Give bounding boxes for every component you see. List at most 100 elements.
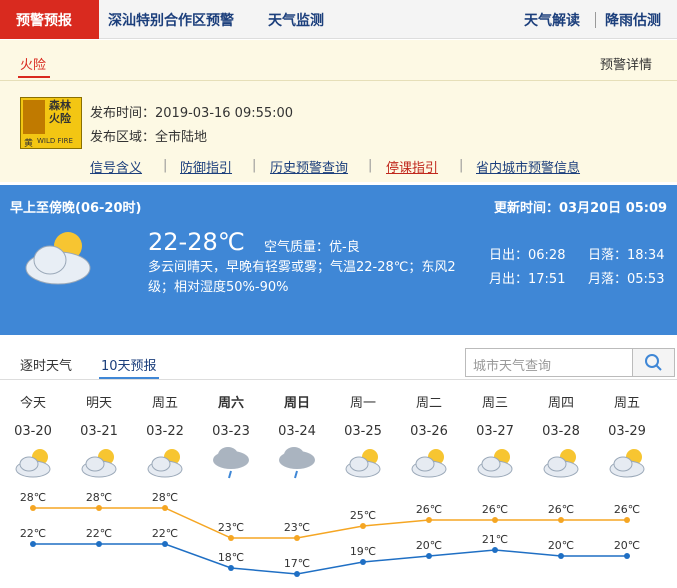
forecast-tab[interactable]: 逐时天气 [20,359,73,374]
icon-text: 森林 [49,99,71,112]
date: 03-24 [278,424,316,439]
alert-tab[interactable]: 火险 [20,58,47,73]
cloud [33,245,67,275]
detail-link[interactable]: 预警详情 [600,58,653,73]
tab[interactable]: 深汕特别合作区预警 [108,13,234,29]
low-label: 19℃ [350,545,376,558]
alert-panel [0,40,677,182]
icon-cloud [481,456,501,472]
weekday: 周二 [416,396,442,411]
low-label: 20℃ [614,539,640,552]
search-placeholder: 城市天气查询 [473,359,552,374]
icon-rain [228,470,232,479]
divider [0,379,677,380]
alert-link[interactable]: 防御指引 [180,161,233,176]
current-icon [25,232,91,285]
high-point [426,517,432,523]
low-point [30,541,36,547]
icon-cloud [547,456,567,472]
low-label: 20℃ [416,539,442,552]
high-label: 26℃ [548,503,574,516]
date: 03-22 [146,424,184,439]
low-label: 21℃ [482,533,508,546]
icon-flame [23,100,45,134]
low-point [558,553,564,559]
high-label: 26℃ [416,503,442,516]
alert-link[interactable]: 信号含义 [90,161,143,176]
tab[interactable]: 天气监测 [268,13,324,29]
low-point [96,541,102,547]
icon-rain [294,470,298,479]
high-line [33,507,627,539]
high-label: 26℃ [614,503,640,516]
forecast-chart: 今天 03-20 明天 03-21 周五 03-22 周六 03-23 周日 03-24 周一 03-… [14,395,646,577]
weekday: 周一 [350,396,376,411]
icon-cloud [19,456,39,472]
moonset: 月落：05:53 [588,272,665,287]
high-point [360,523,366,529]
date: 03-21 [80,424,118,439]
separator: | [252,158,257,173]
low-label: 18℃ [218,551,244,564]
weekday: 周三 [482,396,508,411]
icon-cloud [613,456,633,472]
low-point [426,553,432,559]
icon-cloud [284,447,304,463]
low-point [162,541,168,547]
description: 多云间晴天，早晚有轻雾或雾；气温22-28℃；东风2级；相对湿度50%-90% [148,260,456,295]
header [0,0,677,39]
moonrise: 月出：17:51 [489,272,566,287]
high-label: 28℃ [20,491,46,504]
tab-underline [99,377,159,379]
search-button[interactable] [632,348,675,377]
current-temp: 22-28℃ [148,228,245,256]
sunset: 日落：18:34 [588,248,665,263]
divider [0,80,677,81]
high-label: 26℃ [482,503,508,516]
date: 03-26 [410,424,448,439]
weekday: 周六 [218,395,244,411]
air-quality: 空气质量：优-良 [264,240,360,255]
separator: | [459,158,464,173]
weekday: 今天 [20,395,46,411]
low-label: 22℃ [20,527,46,540]
active-tab-bg [0,0,99,39]
date: 03-23 [212,424,250,439]
alert-link[interactable]: 停课指引 [386,161,439,176]
high-label: 28℃ [152,491,178,504]
date: 03-29 [608,424,646,439]
forecast-tab[interactable]: 10天预报 [101,359,157,374]
separator: | [163,158,168,173]
alert-field: 发布区域：全市陆地 [90,130,208,145]
separator [595,12,596,28]
date: 03-27 [476,424,514,439]
high-label: 25℃ [350,509,376,522]
tab[interactable]: 降雨估测 [605,13,661,29]
alert-icon: 森林 火险 黄 WILD FIRE [20,97,82,149]
icon-english: WILD FIRE [37,137,73,145]
high-point [162,505,168,511]
search-box[interactable]: 城市天气查询 [465,348,633,377]
alert-link[interactable]: 省内城市预警信息 [476,161,581,176]
separator: | [368,158,373,173]
low-point [360,559,366,565]
tab[interactable]: 天气解读 [524,13,580,29]
period: 早上至傍晚(06-20时) [10,201,142,216]
weekday: 周四 [548,396,574,411]
low-point [492,547,498,553]
high-label: 23℃ [218,521,244,534]
low-label: 20℃ [548,539,574,552]
high-point [228,535,234,541]
low-label: 17℃ [284,557,310,570]
weekday: 周五 [152,396,178,411]
alert-link[interactable]: 历史预警查询 [270,161,349,176]
date: 03-25 [344,424,382,439]
tab[interactable]: 预警预报 [16,13,72,29]
low-point [228,565,234,571]
weekday: 周五 [614,396,640,411]
low-label: 22℃ [86,527,112,540]
low-line [33,543,627,575]
high-point [294,535,300,541]
sunrise: 日出：06:28 [489,248,566,263]
